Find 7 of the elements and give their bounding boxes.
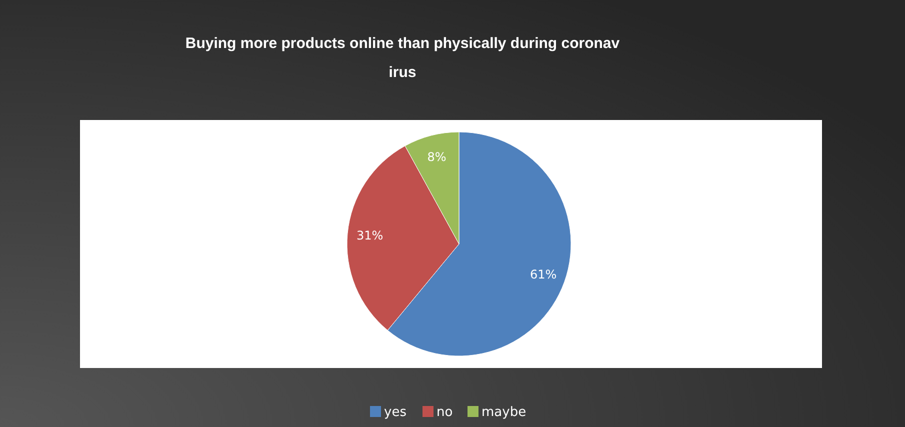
legend-label: no	[436, 405, 453, 420]
data-label: 31%	[356, 228, 384, 243]
data-label: 8%	[427, 150, 446, 164]
legend-label: maybe	[482, 405, 526, 420]
legend-label: yes	[384, 405, 407, 420]
data-label: 61%	[530, 267, 557, 282]
chart-title: Buying more products online than physically during coronav irus	[185, 35, 620, 81]
